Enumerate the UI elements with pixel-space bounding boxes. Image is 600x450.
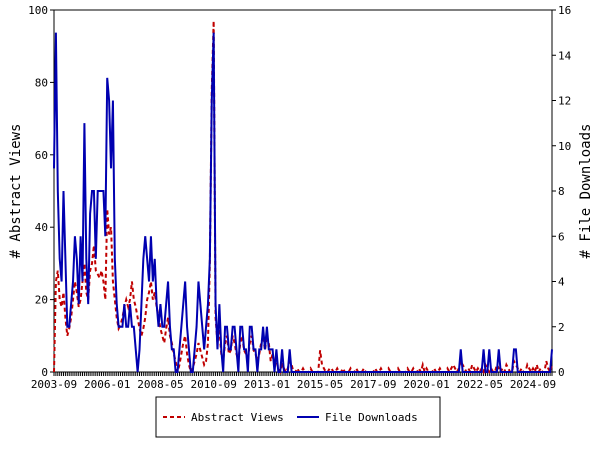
x-tick-label: 2015-05: [297, 378, 343, 391]
x-tick-label: 2022-05: [457, 378, 503, 391]
legend-label: File Downloads: [325, 411, 418, 424]
y2-axis-label: # File Downloads: [578, 124, 594, 259]
legend-label: Abstract Views: [191, 411, 284, 424]
y2-tick-label: 16: [558, 4, 571, 17]
legend-box: [155, 396, 441, 438]
x-tick-label: 2013-01: [244, 378, 290, 391]
y2-tick-label: 6: [558, 230, 565, 243]
y-tick-label: 20: [35, 294, 48, 307]
x-tick-label: 2010-09: [190, 378, 236, 391]
series-line: [53, 32, 553, 373]
y2-tick-label: 14: [558, 49, 572, 62]
y-tick-label: 0: [41, 366, 48, 379]
y2-tick-label: 8: [558, 185, 565, 198]
series-line: [53, 20, 553, 375]
y2-tick-label: 2: [558, 321, 565, 334]
x-tick-label: 2008-05: [137, 378, 183, 391]
y2-tick-label: 10: [558, 140, 571, 153]
y-tick-label: 60: [35, 149, 48, 162]
y-tick-label: 40: [35, 221, 48, 234]
y2-tick-label: 4: [558, 276, 565, 289]
x-tick-label: 2006-01: [84, 378, 130, 391]
y-tick-label: 80: [35, 76, 48, 89]
y2-tick-label: 0: [558, 366, 565, 379]
x-tick-label: 2003-09: [31, 378, 77, 391]
x-tick-label: 2017-09: [350, 378, 396, 391]
y-axis-label: # Abstract Views: [8, 124, 24, 259]
x-tick-label: 2024-09: [510, 378, 556, 391]
y2-tick-label: 12: [558, 95, 571, 108]
y-tick-label: 100: [28, 4, 48, 17]
x-tick-label: 2020-01: [403, 378, 449, 391]
